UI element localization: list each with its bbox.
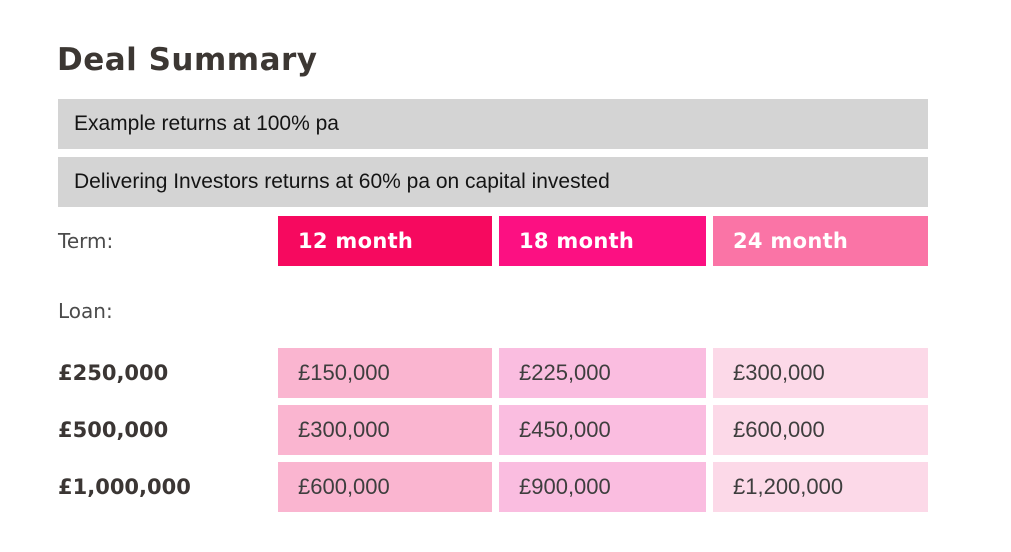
page-title: Deal Summary <box>57 42 318 78</box>
banner-example-returns: Example returns at 100% pa <box>58 99 928 149</box>
table-row-500k: £500,000 £300,000 £450,000 £600,000 <box>58 405 928 455</box>
loan-amount-label: £250,000 <box>58 361 169 385</box>
loan-label: Loan: <box>58 299 113 323</box>
return-cell: £600,000 <box>713 405 928 455</box>
term-option-12-month: 12 month <box>278 216 492 266</box>
return-cell: £300,000 <box>713 348 928 398</box>
table-row-1m: £1,000,000 £600,000 £900,000 £1,200,000 <box>58 462 928 512</box>
term-option-24-month: 24 month <box>713 216 928 266</box>
return-cell: £900,000 <box>499 462 706 512</box>
return-cell: £300,000 <box>278 405 492 455</box>
return-cell: £450,000 <box>499 405 706 455</box>
return-cell: £150,000 <box>278 348 492 398</box>
return-cell: £600,000 <box>278 462 492 512</box>
return-cell: £225,000 <box>499 348 706 398</box>
term-header-row: Term: 12 month 18 month 24 month <box>58 216 928 266</box>
table-row-250k: £250,000 £150,000 £225,000 £300,000 <box>58 348 928 398</box>
term-label: Term: <box>58 229 114 253</box>
loan-amount-label: £500,000 <box>58 418 169 442</box>
loan-amount-label: £1,000,000 <box>58 475 191 499</box>
banner-investor-returns: Delivering Investors returns at 60% pa o… <box>58 157 928 207</box>
term-option-18-month: 18 month <box>499 216 706 266</box>
return-cell: £1,200,000 <box>713 462 928 512</box>
